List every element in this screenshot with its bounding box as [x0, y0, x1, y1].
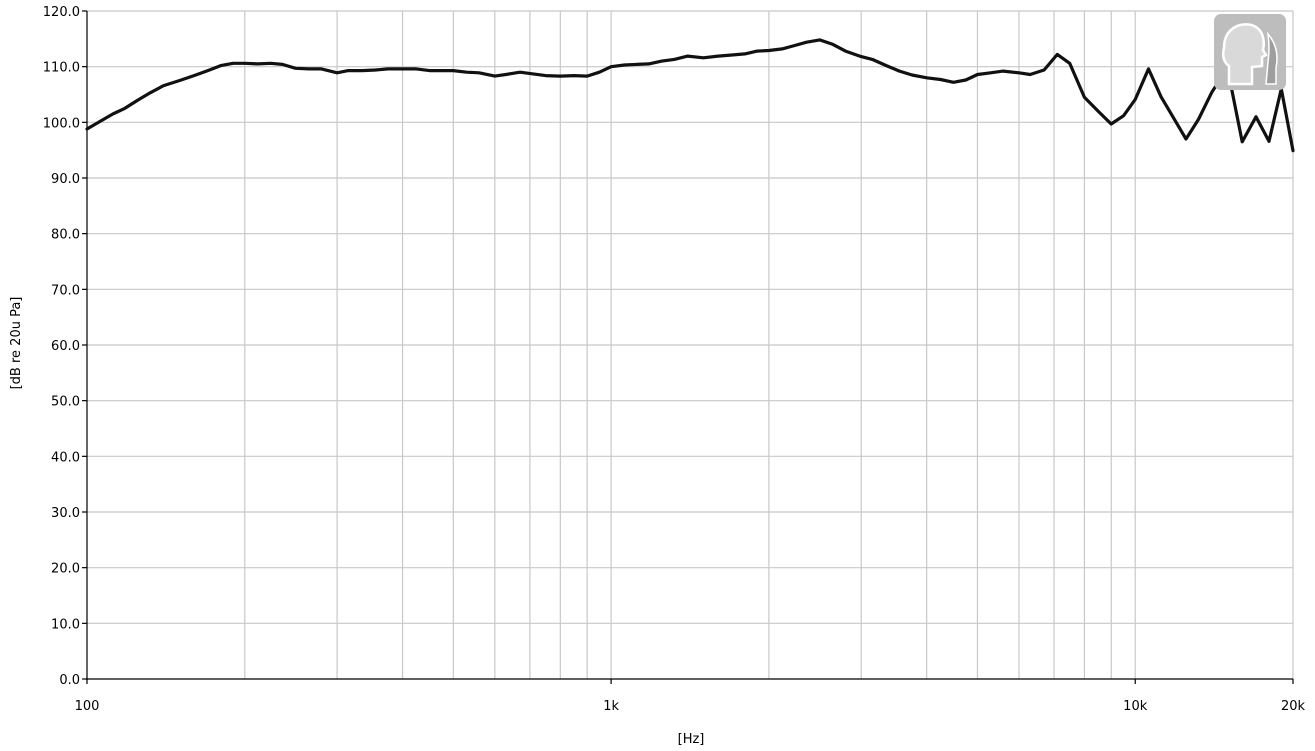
head-measurement-logo-icon	[1214, 14, 1286, 90]
y-tick-label: 0.0	[59, 673, 80, 688]
x-tick-label: 20k	[1281, 699, 1306, 714]
x-tick-label: 100	[75, 699, 100, 714]
series-line	[85, 38, 1295, 153]
y-tick-label: 110.0	[43, 61, 80, 76]
x-axis-title: [Hz]	[678, 732, 705, 747]
y-tick-label: 70.0	[51, 283, 80, 298]
y-tick-label: 60.0	[51, 339, 80, 354]
y-tick-label: 100.0	[43, 116, 80, 131]
axes: 0.0 10.0 20.0 30.0 40.0 50.0 60.0 70.0 80.0 90.0 1…	[43, 5, 1306, 714]
grid	[87, 10, 1294, 679]
y-tick-label: 20.0	[51, 562, 80, 577]
y-tick-label: 10.0	[51, 617, 80, 632]
y-tick-label: 50.0	[51, 395, 80, 410]
x-tick-label: 10k	[1123, 699, 1148, 714]
y-tick-label: 30.0	[51, 506, 80, 521]
y-tick-label: 40.0	[51, 450, 80, 465]
y-tick-label: 80.0	[51, 228, 80, 243]
y-tick-label: 90.0	[51, 172, 80, 187]
y-axis-title: [dB re 20u Pa]	[9, 297, 24, 390]
x-tick-label: 1k	[603, 699, 619, 714]
y-tick-label: 120.0	[43, 5, 80, 20]
series-layer	[85, 38, 1295, 153]
